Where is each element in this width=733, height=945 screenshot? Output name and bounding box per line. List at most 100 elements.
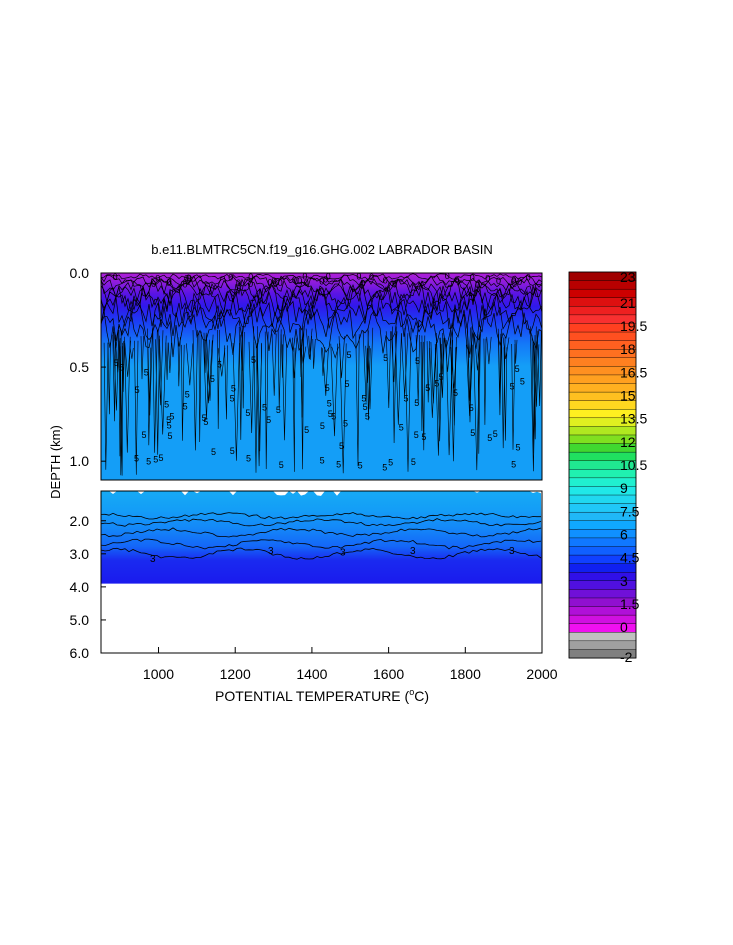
upper-contour-filament <box>292 347 296 472</box>
x-tick-label: 2000 <box>526 666 557 682</box>
upper-y-tick-label: 0.0 <box>70 265 90 281</box>
upper-y-tick-label: 1.0 <box>70 453 90 469</box>
upper-contour-filament <box>103 342 109 470</box>
upper-contour-filament <box>113 331 119 411</box>
upper-contour-filament <box>203 332 207 373</box>
upper-contour-label: 5 <box>320 421 325 431</box>
upper-contour-label: 5 <box>339 441 344 451</box>
upper-contour-label: 5 <box>421 432 426 442</box>
upper-contour-label: 5 <box>439 372 444 382</box>
upper-contour-label: 5 <box>146 457 151 467</box>
upper-surface-label: 0 <box>187 273 192 283</box>
lower-contour-line <box>100 527 542 538</box>
upper-contour-label: 5 <box>246 453 251 463</box>
upper-contour-label: 5 <box>167 420 172 430</box>
lower-panel-frame <box>100 490 543 654</box>
x-tick-label: 1200 <box>220 666 251 682</box>
upper-contour-filament <box>367 327 374 410</box>
upper-contour-label: 5 <box>363 402 368 412</box>
colorbar-label: -2 <box>620 649 633 665</box>
upper-contour-filament <box>198 331 202 443</box>
upper-contour-label: 5 <box>202 413 207 423</box>
upper-contour-label: 5 <box>183 401 188 411</box>
x-tick-label: 1800 <box>450 666 481 682</box>
upper-surface-label: 0 <box>272 276 277 286</box>
upper-contour-label: 5 <box>516 443 521 453</box>
upper-contour-filament <box>217 329 220 429</box>
upper-contour-filament <box>305 328 313 360</box>
lower-contour-label: 3 <box>150 554 156 565</box>
colorbar-label: 18 <box>620 341 636 357</box>
upper-surface-label: 0 <box>248 272 253 282</box>
lower-contour-line <box>100 518 542 527</box>
upper-contour-label: 5 <box>345 379 350 389</box>
upper-contour-filament <box>531 335 536 454</box>
upper-surface-label: 0 <box>369 272 374 282</box>
upper-surface-label: 0 <box>186 273 191 283</box>
upper-contour-line <box>100 297 543 341</box>
upper-contour-label: 5 <box>411 457 416 467</box>
x-axis-label-main: POTENTIAL TEMPERATURE ( <box>215 688 410 704</box>
upper-contour-label: 5 <box>279 460 284 470</box>
x-axis-label-suffix: C) <box>414 688 429 704</box>
upper-contour-label: 5 <box>382 463 387 473</box>
upper-contour-filament <box>533 341 538 440</box>
upper-contour-filament <box>271 333 277 396</box>
upper-surface-label: 0 <box>294 275 299 285</box>
upper-contour-filament <box>477 334 481 454</box>
upper-contour-label: 5 <box>414 430 419 440</box>
upper-contour-label: 5 <box>169 412 174 422</box>
upper-contour-filament <box>129 347 134 359</box>
upper-contour-label: 5 <box>520 376 525 386</box>
upper-surface-label: 0 <box>297 276 302 286</box>
upper-surface-label: 0 <box>512 279 517 289</box>
upper-surface-label: 0 <box>228 272 233 282</box>
upper-contour-label: 5 <box>153 454 158 464</box>
lower-contour-label: 3 <box>340 548 346 559</box>
upper-contour-label: 5 <box>159 453 164 463</box>
upper-contour-filament <box>264 331 269 470</box>
upper-surface-label: 0 <box>392 280 397 290</box>
upper-contour-label: 5 <box>358 460 363 470</box>
upper-contour-filament <box>241 331 245 409</box>
upper-contour-filament <box>450 347 456 462</box>
x-axis-label: POTENTIAL TEMPERATURE (oC) <box>215 687 429 704</box>
upper-surface-label: 0 <box>445 271 450 281</box>
x-tick-label: 1600 <box>373 666 404 682</box>
colorbar-label: 9 <box>620 480 628 496</box>
upper-contour-filament <box>282 344 287 441</box>
upper-contour-label: 5 <box>510 381 515 391</box>
upper-contour-label: 5 <box>320 455 325 465</box>
upper-contour-filament <box>367 348 371 421</box>
upper-contour-label: 5 <box>343 419 348 429</box>
upper-contour-filament <box>299 327 303 378</box>
lower-y-tick-label: 4.0 <box>70 579 90 595</box>
colorbar <box>568 271 637 659</box>
lower-contour-line <box>100 512 541 520</box>
upper-contour-filament <box>308 335 312 360</box>
upper-contour-filament <box>134 340 139 475</box>
upper-contour-filament <box>420 341 424 432</box>
upper-contour-filament <box>439 337 445 398</box>
upper-surface-label: 0 <box>475 280 480 290</box>
upper-contour-line <box>100 289 543 331</box>
x-tick-label: 1000 <box>143 666 174 682</box>
upper-contour-filament <box>140 336 144 380</box>
upper-contour-filament <box>503 347 508 441</box>
upper-surface-label: 0 <box>268 277 273 287</box>
upper-contour-label: 5 <box>388 457 393 467</box>
upper-contour-filament <box>159 335 167 435</box>
upper-surface-label: 0 <box>183 280 188 290</box>
upper-contour-label: 5 <box>511 460 516 470</box>
upper-contour-filament <box>118 329 122 457</box>
upper-contour-label: 5 <box>266 415 271 425</box>
upper-surface-label: 0 <box>248 279 253 289</box>
colorbar-labels: 23 21 19.5 18 16.5 15 13.5 12 10.5 9 7.5 6 4.5 3 1.5 0 -… <box>620 269 647 665</box>
upper-contour-label: 5 <box>142 430 147 440</box>
upper-contour-label: 5 <box>336 460 341 470</box>
upper-contour-label: 5 <box>470 428 475 438</box>
upper-contour-label: 5 <box>168 431 173 441</box>
upper-contour-label: 5 <box>383 353 388 363</box>
